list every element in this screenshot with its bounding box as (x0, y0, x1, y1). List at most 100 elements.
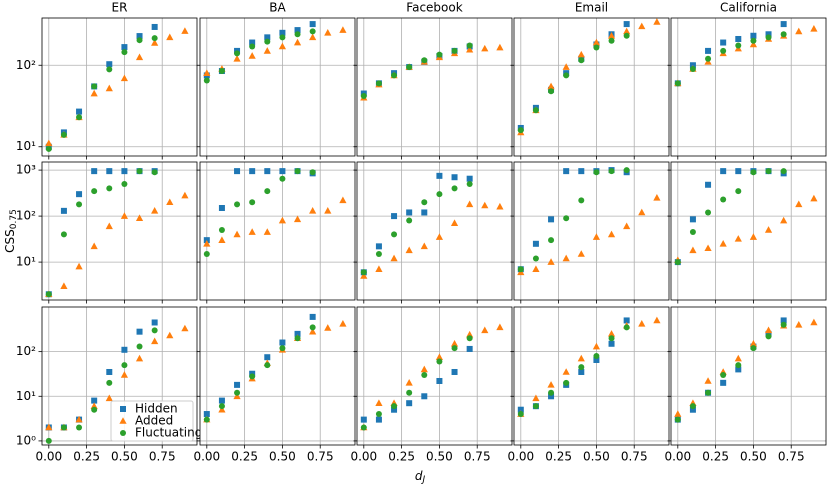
data-point (734, 235, 742, 242)
data-point (135, 53, 144, 61)
data-point (324, 324, 332, 331)
data-point (309, 33, 317, 41)
y-tick-label: 10⁰ (16, 433, 36, 447)
data-point (548, 389, 555, 396)
panel-background (671, 18, 826, 156)
data-point (436, 358, 443, 365)
data-point (795, 27, 803, 35)
data-point (674, 80, 681, 87)
panel-frame (199, 306, 356, 446)
data-point (496, 43, 504, 51)
data-point (608, 340, 615, 347)
x-label-sub: J (420, 475, 425, 485)
data-point (233, 54, 241, 62)
data-point (547, 258, 555, 265)
data-point (309, 169, 316, 176)
data-point (309, 327, 317, 335)
data-point (279, 345, 286, 352)
data-point (623, 32, 630, 39)
data-point (234, 201, 241, 208)
data-point (375, 243, 382, 250)
data-point (608, 37, 615, 44)
data-point (218, 205, 225, 211)
x-label-main: d (415, 469, 423, 483)
data-point (734, 354, 742, 362)
data-point (279, 29, 286, 36)
data-point (234, 381, 241, 388)
data-point (151, 39, 159, 46)
panel-frame (199, 161, 356, 301)
data-point (593, 352, 600, 359)
data-point (135, 214, 144, 222)
data-point (623, 222, 631, 230)
data-point (720, 196, 727, 203)
data-point (592, 342, 601, 350)
data-point (466, 42, 473, 49)
data-point (780, 31, 787, 38)
data-point (451, 174, 458, 181)
data-point (750, 169, 757, 176)
panel-background (514, 307, 669, 445)
data-point (120, 371, 129, 378)
data-point (689, 246, 697, 254)
x-tick-label: 0.75 (778, 450, 805, 464)
data-point (607, 330, 616, 337)
data-point (450, 219, 459, 227)
data-point (278, 216, 287, 224)
data-point (375, 265, 383, 273)
x-tick-label: 0.75 (464, 450, 491, 464)
data-point (608, 335, 615, 342)
data-point (750, 37, 757, 44)
data-point (563, 72, 570, 79)
panel-frame (41, 161, 198, 301)
column-title: Email (575, 1, 608, 15)
data-point (151, 337, 159, 345)
data-point (420, 242, 428, 250)
data-point (360, 272, 368, 279)
panel-background (671, 162, 826, 300)
data-point (391, 213, 398, 220)
data-point (105, 84, 113, 92)
data-point (60, 207, 67, 214)
data-point (151, 319, 158, 326)
panel-background (42, 18, 197, 156)
data-point (466, 345, 473, 352)
x-tick-label: 0.00 (35, 450, 62, 464)
data-point (264, 188, 271, 195)
data-point (45, 291, 52, 298)
x-tick-label: 0.25 (231, 450, 258, 464)
data-point (278, 42, 287, 50)
data-point (562, 368, 570, 375)
data-point (121, 44, 128, 51)
data-point (391, 406, 398, 413)
data-point (689, 216, 696, 223)
y-tick-label: 10² (16, 58, 36, 72)
data-point (166, 198, 174, 206)
data-point (421, 199, 428, 206)
x-tick-label: 0.50 (426, 450, 453, 464)
data-point (689, 65, 696, 72)
panel-background (357, 18, 512, 156)
y-tick-label: 10³ (16, 163, 36, 177)
data-point (249, 43, 256, 50)
data-point (136, 328, 143, 335)
data-point (203, 411, 210, 418)
data-point (181, 27, 189, 34)
column-title: California (720, 1, 777, 15)
data-point (293, 38, 302, 46)
data-point (309, 324, 316, 331)
data-point (294, 168, 301, 175)
data-point (466, 45, 474, 53)
data-point (60, 131, 67, 138)
data-point (121, 180, 128, 187)
panel-frame (513, 17, 670, 157)
data-point (105, 222, 113, 230)
data-point (279, 34, 286, 41)
data-point (294, 27, 301, 34)
x-tick-label: 0.00 (664, 450, 691, 464)
data-point (233, 392, 241, 400)
data-point (780, 216, 788, 224)
legend-label: Added (135, 414, 173, 428)
data-point (532, 403, 539, 410)
data-point (517, 411, 524, 418)
